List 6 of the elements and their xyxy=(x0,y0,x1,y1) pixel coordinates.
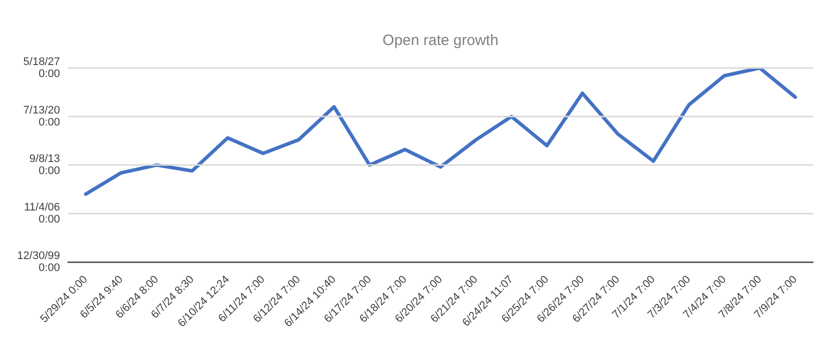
text: 9/8/13 0:00 xyxy=(29,153,60,178)
text: 7/13/20 0:00 xyxy=(23,104,60,129)
text: 11/4/06 0:00 xyxy=(24,202,60,226)
text: 12/30/99 0:00 xyxy=(17,250,60,274)
chart-title: Open rate growth xyxy=(382,32,498,50)
text: 5/18/27 0:00 xyxy=(23,56,60,80)
